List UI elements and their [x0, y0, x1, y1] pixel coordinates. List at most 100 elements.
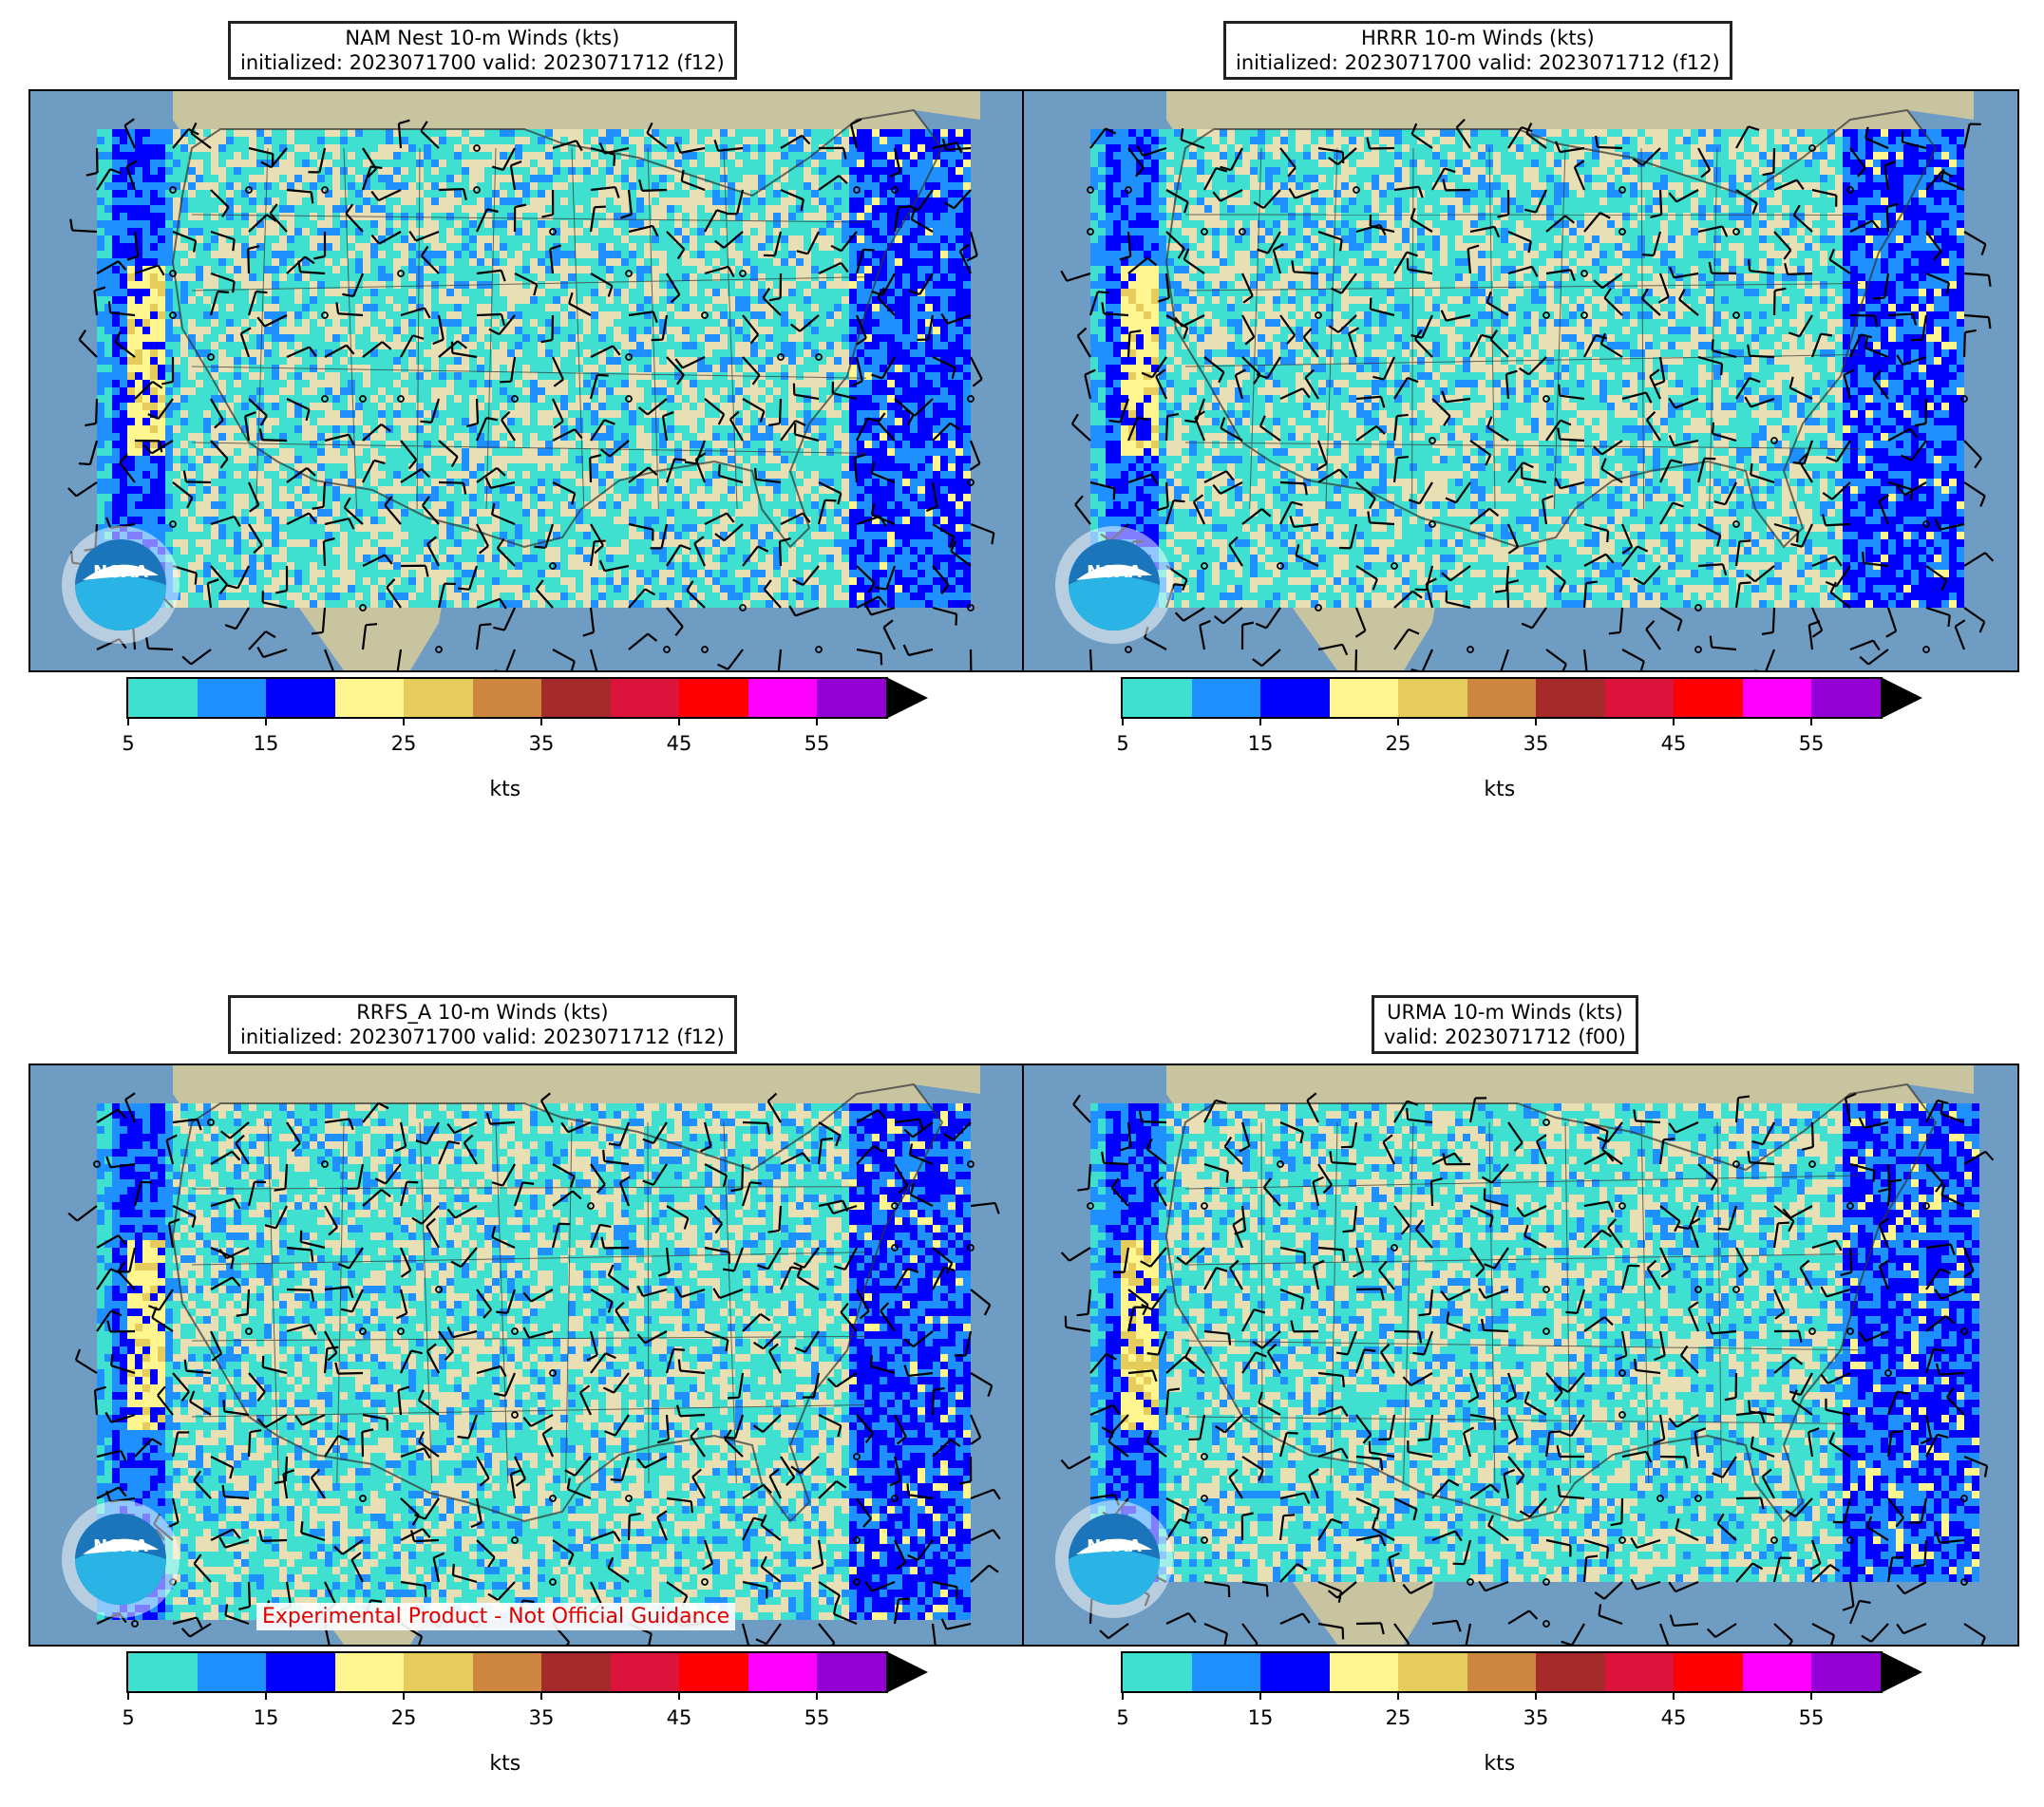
colorbar-tick — [1810, 1691, 1812, 1700]
noaa-logo-text: NOAA — [93, 1536, 148, 1556]
wind-barbs — [67, 1092, 1001, 1645]
title-line2: initialized: 2023071700 valid: 202307171… — [240, 1025, 725, 1049]
colorbar-swatch — [1260, 679, 1330, 717]
colorbar-tick-label: 15 — [254, 732, 279, 755]
title-line1: HRRR 10-m Winds (kts) — [1236, 26, 1720, 50]
colorbar-tick — [1397, 717, 1399, 725]
colorbar-swatch — [1742, 1653, 1811, 1691]
colorbar-tick — [1673, 717, 1675, 725]
noaa-logo: NOAA — [62, 526, 180, 644]
map-nam: NOAA — [28, 89, 1026, 672]
colorbar-extend-arrow — [885, 1651, 928, 1693]
colorbar-tick-label: 45 — [667, 732, 692, 755]
colorbar-tick — [816, 1691, 818, 1700]
colorbar-tick — [1259, 717, 1261, 725]
colorbar-swatch — [679, 1653, 748, 1691]
colorbar-unit-label: kts — [1484, 778, 1515, 801]
colorbar-tick-label: 15 — [1248, 732, 1274, 755]
title-line2: initialized: 2023071700 valid: 202307171… — [240, 50, 725, 75]
colorbar-tick — [1535, 717, 1537, 725]
colorbar-tick — [127, 717, 129, 725]
colorbar-extend-arrow — [1880, 1651, 1922, 1693]
colorbar-swatch — [404, 679, 473, 717]
colorbar-swatch — [541, 1653, 611, 1691]
colorbar-swatches — [126, 1651, 888, 1693]
colorbar-tick-label: 55 — [1799, 732, 1825, 755]
colorbar-tick-label: 45 — [667, 1706, 692, 1729]
panel-title-nam: NAM Nest 10-m Winds (kts) initialized: 2… — [228, 21, 737, 80]
colorbar-tick-label: 45 — [1661, 1706, 1687, 1729]
colorbar-swatch — [1329, 679, 1398, 717]
colorbar-swatch — [748, 679, 817, 717]
colorbar-tick — [1535, 1691, 1537, 1700]
colorbar-tick — [403, 717, 405, 725]
state-borders — [171, 108, 944, 549]
colorbar-swatch — [1123, 1653, 1192, 1691]
colorbar-swatch — [1260, 1653, 1330, 1691]
watermark-experimental: Experimental Product - Not Official Guid… — [256, 1603, 736, 1630]
colorbar-swatch — [404, 1653, 473, 1691]
state-borders — [1164, 1082, 1938, 1523]
colorbar-tick — [816, 717, 818, 725]
colorbar-unit-label: kts — [489, 1752, 520, 1776]
wind-speed-field — [1090, 1103, 1979, 1582]
colorbar-swatch — [1604, 679, 1674, 717]
colorbar-swatch — [334, 1653, 404, 1691]
colorbar-tick — [1122, 1691, 1124, 1700]
colorbar-swatch — [1329, 1653, 1398, 1691]
colorbar-tick-label: 55 — [804, 1706, 830, 1729]
colorbar-swatch — [541, 679, 611, 717]
colorbar-tick — [127, 1691, 129, 1700]
colorbar-extend-arrow — [885, 677, 928, 719]
colorbar-swatch — [748, 1653, 817, 1691]
map-hrrr: NOAA — [1022, 89, 2019, 672]
colorbar-swatch — [266, 679, 335, 717]
colorbar-extend-arrow — [1880, 677, 1922, 719]
colorbar-tick-label: 35 — [529, 732, 555, 755]
colorbar-tick — [403, 1691, 405, 1700]
colorbar-unit-label: kts — [489, 778, 520, 801]
colorbar-tick-label: 5 — [122, 732, 134, 755]
colorbar-swatch — [334, 679, 404, 717]
colorbar-tick — [678, 717, 680, 725]
colorbar-tick — [265, 717, 267, 725]
colorbar-swatch — [472, 679, 541, 717]
colorbar-tick — [1122, 717, 1124, 725]
colorbar-tick-label: 5 — [1116, 1706, 1128, 1729]
state-borders — [1164, 108, 1938, 549]
colorbar-tick — [1259, 1691, 1261, 1700]
colorbar-swatch — [1398, 679, 1467, 717]
colorbar-swatch — [266, 1653, 335, 1691]
title-line2: valid: 2023071712 (f00) — [1384, 1025, 1626, 1049]
wind-map-hrrr: NOAA — [1024, 91, 2017, 670]
colorbar-tick-label: 35 — [529, 1706, 555, 1729]
colorbar-tick-label: 15 — [254, 1706, 279, 1729]
colorbar-swatch — [128, 1653, 198, 1691]
title-line1: RRFS_A 10-m Winds (kts) — [240, 1000, 725, 1025]
colorbar-tick-label: 25 — [391, 732, 417, 755]
colorbar-tick-label: 55 — [1799, 1706, 1825, 1729]
colorbar-tick — [1810, 717, 1812, 725]
colorbar-tick — [1673, 1691, 1675, 1700]
colorbar-swatch — [1811, 679, 1881, 717]
colorbar-swatches — [126, 677, 888, 719]
colorbar-tick-label: 45 — [1661, 732, 1687, 755]
colorbar-swatch — [1467, 679, 1536, 717]
colorbar-tick-label: 35 — [1524, 732, 1549, 755]
colorbar-swatch — [1604, 1653, 1674, 1691]
panel-title-urma: URMA 10-m Winds (kts) valid: 2023071712 … — [1372, 995, 1638, 1054]
map-rrfs: NOAA — [28, 1063, 1026, 1647]
colorbar-tick-label: 5 — [1116, 732, 1128, 755]
colorbar-tick-label: 35 — [1524, 1706, 1549, 1729]
colorbar-swatch — [197, 679, 266, 717]
colorbar-swatch — [610, 1653, 679, 1691]
colorbar-tick — [678, 1691, 680, 1700]
panel-title-rrfs: RRFS_A 10-m Winds (kts) initialized: 202… — [228, 995, 737, 1054]
colorbar-tick-label: 5 — [122, 1706, 134, 1729]
colorbar-tick-label: 25 — [1386, 732, 1411, 755]
wind-map-rrfs: NOAA — [30, 1065, 1024, 1645]
title-line2: initialized: 2023071700 valid: 202307171… — [1236, 50, 1720, 75]
wind-map-urma: NOAA — [1024, 1065, 2017, 1645]
noaa-logo: NOAA — [1055, 1500, 1173, 1618]
colorbar-swatch — [817, 1653, 886, 1691]
